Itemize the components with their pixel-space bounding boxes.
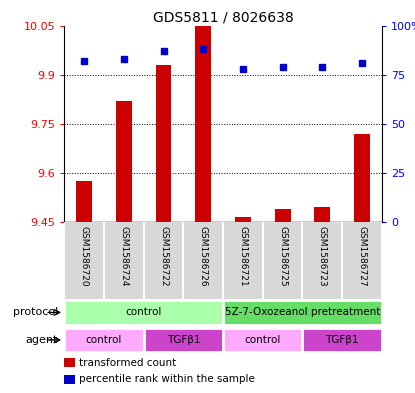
Text: TGFβ1: TGFβ1 xyxy=(325,335,359,345)
Text: 5Z-7-Oxozeanol pretreatment: 5Z-7-Oxozeanol pretreatment xyxy=(225,307,380,318)
Text: GSM1586727: GSM1586727 xyxy=(357,226,366,286)
Text: control: control xyxy=(86,335,122,345)
Bar xyxy=(76,181,92,222)
Bar xyxy=(303,328,382,352)
Text: TGFβ1: TGFβ1 xyxy=(167,335,200,345)
Text: control: control xyxy=(125,307,162,318)
Text: agent: agent xyxy=(26,335,58,345)
Bar xyxy=(64,328,144,352)
Bar xyxy=(116,101,132,222)
Text: GSM1586726: GSM1586726 xyxy=(199,226,208,286)
Bar xyxy=(354,134,370,222)
Bar xyxy=(275,209,290,222)
Bar xyxy=(314,208,330,222)
Text: GSM1586724: GSM1586724 xyxy=(120,226,128,286)
Text: GSM1586723: GSM1586723 xyxy=(318,226,327,286)
Text: transformed count: transformed count xyxy=(79,358,176,368)
Text: GSM1586721: GSM1586721 xyxy=(238,226,247,286)
Title: GDS5811 / 8026638: GDS5811 / 8026638 xyxy=(153,10,293,24)
Bar xyxy=(156,65,171,222)
Bar xyxy=(223,328,303,352)
Text: GSM1586722: GSM1586722 xyxy=(159,226,168,286)
Bar xyxy=(223,300,382,325)
Bar xyxy=(64,300,223,325)
Bar xyxy=(235,217,251,222)
Text: GSM1586725: GSM1586725 xyxy=(278,226,287,286)
Bar xyxy=(195,26,211,222)
Text: percentile rank within the sample: percentile rank within the sample xyxy=(79,375,255,384)
Text: control: control xyxy=(244,335,281,345)
Text: protocol: protocol xyxy=(13,307,58,318)
Bar xyxy=(144,328,223,352)
Text: GSM1586720: GSM1586720 xyxy=(80,226,89,286)
